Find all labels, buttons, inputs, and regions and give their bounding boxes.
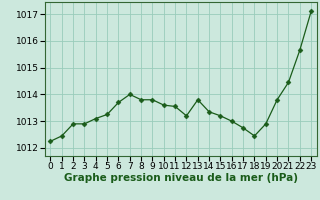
X-axis label: Graphe pression niveau de la mer (hPa): Graphe pression niveau de la mer (hPa) bbox=[64, 173, 298, 183]
